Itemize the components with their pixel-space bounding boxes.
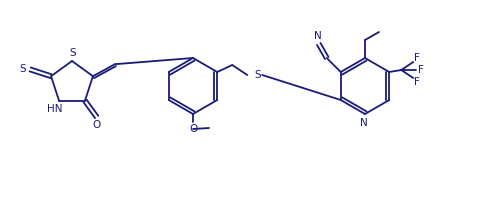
Text: F: F — [414, 53, 420, 63]
Text: S: S — [254, 70, 260, 80]
Text: N: N — [360, 118, 368, 128]
Text: O: O — [189, 124, 197, 134]
Text: S: S — [20, 64, 26, 74]
Text: F: F — [418, 65, 424, 75]
Text: N: N — [314, 31, 322, 41]
Text: O: O — [93, 120, 101, 130]
Text: HN: HN — [47, 104, 63, 114]
Text: S: S — [70, 48, 76, 58]
Text: F: F — [414, 77, 420, 87]
